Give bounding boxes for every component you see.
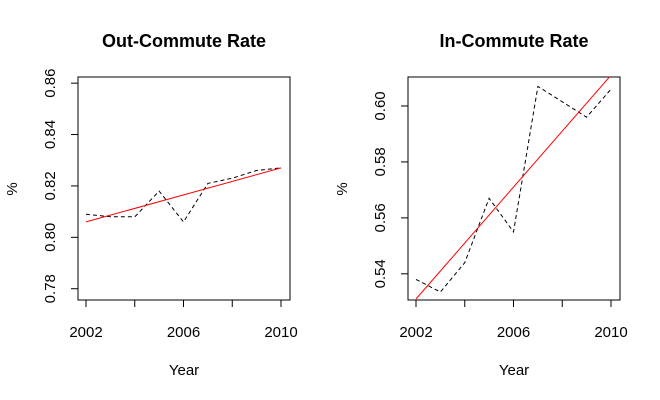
y-tick-label: 0.78	[42, 274, 59, 303]
y-tick-label: 0.84	[42, 120, 59, 149]
y-axis: 0.54 0.56 0.58 0.60	[372, 91, 408, 288]
x-tick-label: 2002	[69, 324, 102, 341]
trend-line	[415, 77, 611, 300]
plot-frame	[77, 76, 291, 301]
x-tick-label: 2002	[399, 324, 432, 341]
x-axis-label: Year	[499, 362, 529, 379]
y-tick-label: 0.56	[372, 203, 389, 232]
observed-series-line	[85, 167, 282, 223]
y-tick-label: 0.60	[372, 91, 389, 120]
x-tick-label: 2010	[594, 324, 627, 341]
x-axis: 2002 2006 2010	[399, 300, 628, 341]
plot-frame	[407, 76, 621, 301]
y-tick-label: 0.58	[372, 147, 389, 176]
in-commute-panel: In-Commute Rate 2002 2006 2010 0.540.560.5…	[334, 31, 628, 379]
y-tick-label: 0.82	[42, 171, 59, 200]
x-tick-label: 2006	[497, 324, 530, 341]
x-tick-label: 2010	[264, 324, 297, 341]
y-tick-label: 0.86	[42, 69, 59, 98]
y-axis-label: %	[334, 182, 351, 195]
trend-line	[85, 167, 282, 223]
chart-title: Out-Commute Rate	[102, 31, 266, 51]
x-axis: 2002 2006 2010	[69, 300, 298, 341]
x-tick-label: 2006	[167, 324, 200, 341]
out-commute-panel: Out-Commute Rate 2002 2006 2010 0.780.800.…	[4, 31, 298, 379]
series-layer	[415, 77, 612, 300]
y-tick-label: 0.80	[42, 223, 59, 252]
x-axis-label: Year	[169, 362, 199, 379]
observed-series-line	[415, 85, 612, 293]
y-tick-label: 0.54	[372, 259, 389, 288]
series-layer	[85, 167, 282, 223]
chart-title: In-Commute Rate	[439, 31, 588, 51]
y-axis-label: %	[4, 182, 21, 195]
y-axis: 0.78 0.80 0.82 0.84 0.86	[42, 69, 78, 303]
